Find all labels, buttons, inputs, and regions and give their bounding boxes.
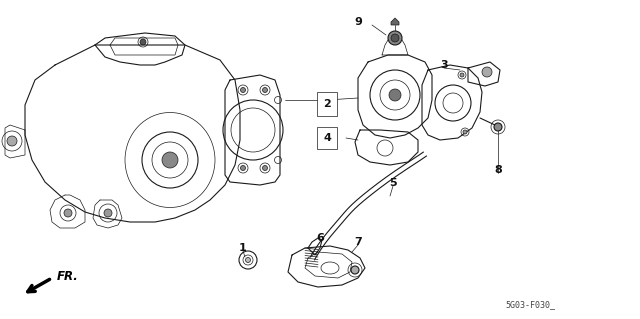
FancyBboxPatch shape xyxy=(317,92,337,116)
Circle shape xyxy=(140,39,146,45)
Circle shape xyxy=(262,87,268,93)
Text: 4: 4 xyxy=(323,133,331,143)
Circle shape xyxy=(104,209,112,217)
Circle shape xyxy=(241,166,246,170)
Circle shape xyxy=(246,257,250,263)
Text: 7: 7 xyxy=(354,237,362,247)
Circle shape xyxy=(262,166,268,170)
FancyBboxPatch shape xyxy=(317,127,337,149)
Circle shape xyxy=(494,123,502,131)
Text: 2: 2 xyxy=(323,99,331,109)
Text: 2: 2 xyxy=(323,95,331,105)
Circle shape xyxy=(351,266,359,274)
Circle shape xyxy=(460,73,464,77)
Text: 5: 5 xyxy=(389,178,397,188)
Circle shape xyxy=(241,87,246,93)
Text: FR.: FR. xyxy=(57,270,79,283)
Circle shape xyxy=(7,136,17,146)
Circle shape xyxy=(391,34,399,42)
Text: 8: 8 xyxy=(494,165,502,175)
Text: 1: 1 xyxy=(239,243,247,253)
Polygon shape xyxy=(391,18,399,25)
Text: 6: 6 xyxy=(316,233,324,243)
Circle shape xyxy=(388,31,402,45)
Text: 3: 3 xyxy=(440,60,448,70)
Text: 5G03-F030_: 5G03-F030_ xyxy=(505,300,555,309)
Circle shape xyxy=(389,89,401,101)
Circle shape xyxy=(482,67,492,77)
Circle shape xyxy=(162,152,178,168)
Circle shape xyxy=(463,130,467,134)
Circle shape xyxy=(64,209,72,217)
Text: 9: 9 xyxy=(354,17,362,27)
